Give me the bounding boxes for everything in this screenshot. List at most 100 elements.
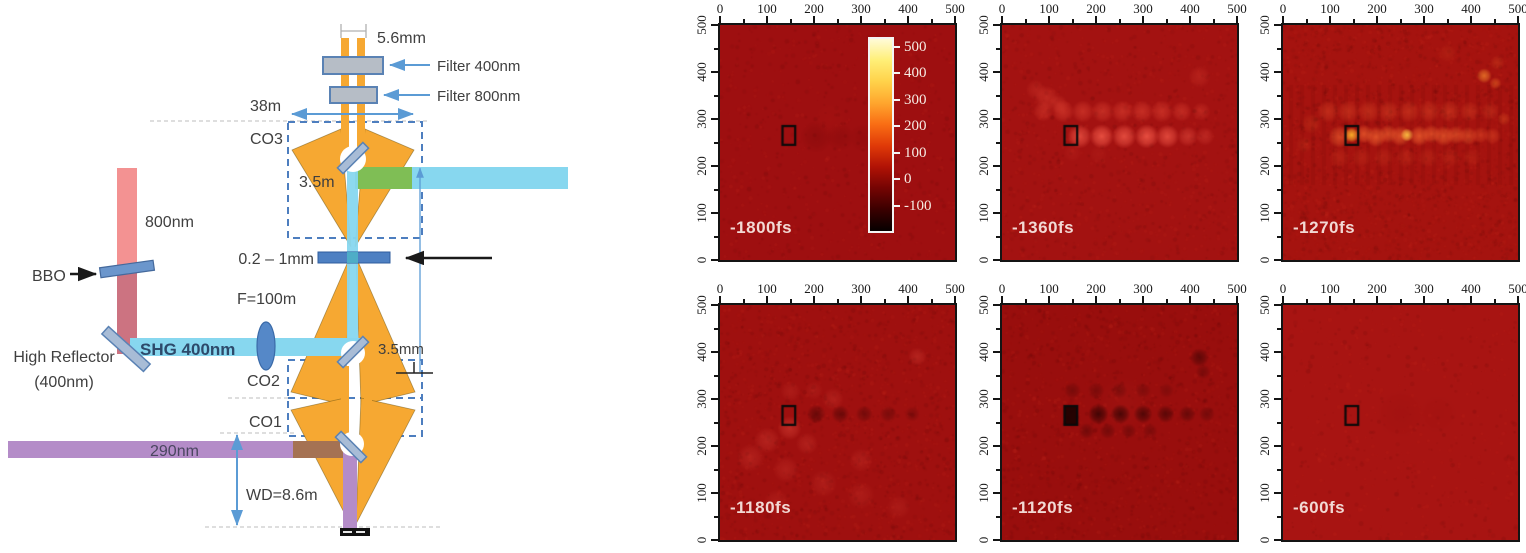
x-axis-tick — [860, 16, 862, 23]
y-axis-tick-label: 300 — [694, 109, 709, 129]
heatmap-panel: -1800fs 0 100 200 300 400 500 0 100 200 300 400 500… — [688, 1, 980, 273]
y-axis-tick-label: 100 — [1257, 203, 1272, 223]
label-lens-focal: F=100m — [237, 291, 296, 308]
label-aperture: 5.6mm — [377, 30, 426, 47]
y-axis-minor-tick — [714, 95, 718, 97]
y-axis-tick-label: 400 — [694, 342, 709, 362]
x-axis-minor-tick — [1353, 299, 1355, 303]
x-axis-tick-label: 200 — [1086, 1, 1106, 16]
y-axis-tick-label: 0 — [1257, 256, 1272, 264]
y-axis-minor-tick — [996, 48, 1000, 50]
filter-400nm — [322, 56, 384, 75]
optical-setup-diagram: 5.6mm Filter 400nm Filter 800nm 38m CO3 … — [8, 24, 568, 536]
y-axis-minor-tick — [996, 375, 1000, 377]
y-axis-tick-label: 0 — [976, 256, 991, 264]
colorbar-tick — [894, 45, 900, 48]
y-axis-tick — [1274, 71, 1281, 73]
x-axis-tick-label: 100 — [757, 281, 777, 296]
y-axis-tick-label: 100 — [694, 483, 709, 503]
colorbar-tick — [894, 204, 900, 207]
x-axis-minor-tick — [1400, 19, 1402, 23]
x-axis-tick-label: 500 — [1508, 1, 1526, 16]
y-axis-tick — [993, 24, 1000, 26]
mid-ray-right — [364, 366, 372, 442]
y-axis-tick — [993, 492, 1000, 494]
x-axis-tick — [954, 16, 956, 23]
colorbar — [868, 37, 894, 233]
secondary-mirrors — [334, 141, 370, 464]
y-axis-tick-label: 100 — [694, 203, 709, 223]
y-axis-minor-tick — [996, 422, 1000, 424]
x-axis-tick-label: 300 — [1133, 281, 1153, 296]
x-axis-tick-label: 300 — [851, 281, 871, 296]
x-axis-tick — [1048, 296, 1050, 303]
colorbar-tick-label: 100 — [904, 144, 927, 161]
gap-tick — [396, 362, 433, 374]
y-axis-tick-label: 300 — [694, 389, 709, 409]
y-axis-tick — [711, 398, 718, 400]
x-axis-minor-tick — [1306, 19, 1308, 23]
y-axis-tick — [1274, 24, 1281, 26]
label-high-reflector-1: High Reflector — [13, 349, 115, 366]
label-co1: CO1 — [249, 414, 282, 431]
y-axis-tick — [993, 212, 1000, 214]
x-axis-minor-tick — [884, 299, 886, 303]
label-co3-secondary: 3.5m — [299, 174, 335, 191]
x-axis-minor-tick — [931, 299, 933, 303]
panel-time-label: -1120fs — [1012, 498, 1074, 517]
x-axis-tick — [1376, 296, 1378, 303]
x-axis-minor-tick — [884, 19, 886, 23]
y-axis-tick — [993, 71, 1000, 73]
y-axis-tick-label: 200 — [1257, 156, 1272, 176]
y-axis-minor-tick — [714, 48, 718, 50]
heatmap-panel: -1270fs 0 100 200 300 400 500 0 100 200 300 400 500 — [1251, 1, 1526, 273]
y-axis-tick-label: 300 — [1257, 389, 1272, 409]
x-axis-minor-tick — [1306, 299, 1308, 303]
x-axis-tick — [954, 296, 956, 303]
y-axis-tick — [993, 304, 1000, 306]
y-axis-minor-tick — [996, 142, 1000, 144]
x-axis-minor-tick — [1447, 299, 1449, 303]
heatmap-panel: -1180fs 0 100 200 300 400 500 0 100 200 300 400 500 — [688, 281, 980, 553]
y-axis-minor-tick — [1277, 95, 1281, 97]
heatmap-canvas — [718, 23, 957, 262]
x-axis-tick — [1142, 16, 1144, 23]
y-axis-minor-tick — [714, 516, 718, 518]
y-axis-tick-label: 400 — [1257, 62, 1272, 82]
y-axis-tick-label: 500 — [694, 15, 709, 35]
label-wd: WD=8.6m — [246, 487, 318, 504]
y-axis-minor-tick — [996, 516, 1000, 518]
y-axis-tick — [711, 304, 718, 306]
label-shg: SHG 400nm — [140, 340, 235, 359]
co2-secondary-mirror — [336, 335, 370, 369]
y-axis-tick — [711, 24, 718, 26]
pointer-arrows — [70, 250, 492, 282]
y-axis-minor-tick — [1277, 48, 1281, 50]
x-axis-tick-label: 100 — [1039, 281, 1059, 296]
y-axis-tick-label: 400 — [976, 342, 991, 362]
x-axis-tick-label: 500 — [1508, 281, 1526, 296]
x-axis-tick-label: 0 — [998, 281, 1006, 296]
y-axis-tick-label: 300 — [976, 389, 991, 409]
x-axis-tick-label: 300 — [851, 1, 871, 16]
label-800nm: 800nm — [145, 214, 194, 231]
panel-time-label: -1360fs — [1012, 218, 1075, 237]
y-axis-tick-label: 300 — [976, 109, 991, 129]
heatmap-canvas — [1000, 303, 1239, 542]
x-axis-tick — [766, 296, 768, 303]
x-axis-tick — [907, 16, 909, 23]
target — [340, 528, 370, 536]
x-axis-tick-label: 200 — [1086, 281, 1106, 296]
y-axis-minor-tick — [714, 469, 718, 471]
colorbar-tick-label: 500 — [904, 38, 927, 55]
beam-shg-horizontal — [130, 338, 360, 356]
panel-time-label: -600fs — [1293, 498, 1346, 517]
label-bbo: BBO — [32, 268, 66, 285]
panel-time-label: -1180fs — [730, 498, 792, 517]
co3-cone-left — [291, 128, 352, 248]
beam-290nm-vertical — [343, 450, 357, 530]
y-axis-tick-label: 200 — [976, 436, 991, 456]
y-axis-tick-label: 500 — [1257, 15, 1272, 35]
colorbar-tick — [894, 125, 900, 128]
